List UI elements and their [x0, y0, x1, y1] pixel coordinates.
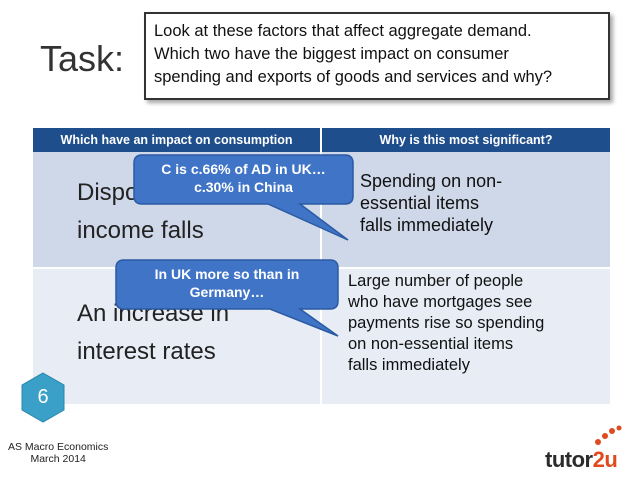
callout-line: c.30% in China [194, 179, 293, 195]
task-prompt-line: Look at these factors that affect aggreg… [154, 22, 532, 40]
reason-cell: Spending on non- essential items falls i… [321, 152, 610, 269]
reason-text: Spending on non- [360, 171, 503, 191]
factor-text: income falls [77, 217, 204, 244]
footer-line: AS Macro Economics [8, 441, 109, 453]
callout-text: C is c.66% of AD in UK… c.30% in China [134, 160, 353, 196]
task-prompt-line: Which two have the biggest impact on con… [154, 45, 509, 63]
reason-text: falls immediately [360, 215, 494, 235]
reason-text: payments rise so spending [348, 314, 545, 332]
header-impact: Which have an impact on consumption [33, 128, 322, 152]
logo-dots-icon [595, 425, 622, 445]
task-prompt-line: spending and exports of goods and servic… [154, 68, 553, 86]
footer-course: AS Macro Economics March 2014 [8, 441, 108, 465]
reason-text: falls immediately [348, 356, 470, 374]
logo-accent-text: 2u [592, 447, 618, 472]
task-title: Task: [40, 38, 125, 79]
footer-line: March 2014 [30, 453, 86, 465]
callout-line: In UK more so than in [154, 266, 300, 282]
task-prompt-box: Look at these factors that affect aggreg… [144, 12, 610, 100]
callout-line: C is c.66% of AD in UK… [161, 161, 326, 177]
reason-cell: Large number of people who have mortgage… [321, 268, 610, 404]
reason-text: Large number of people [348, 272, 524, 290]
callout-line: Germany… [189, 284, 265, 300]
callout-text: In UK more so than in Germany… [116, 265, 338, 301]
reason-text: on non-essential items [348, 335, 514, 353]
logo-text: tutor [545, 447, 593, 472]
tutor2u-logo: tutor2u [545, 447, 618, 473]
header-significance: Why is this most significant? [321, 128, 610, 152]
reason-text: essential items [360, 193, 480, 213]
table-header-row: Which have an impact on consumption Why … [33, 128, 610, 152]
reason-text: who have mortgages see [348, 293, 533, 311]
factor-text: interest rates [77, 338, 216, 365]
badge-number: 6 [37, 386, 49, 408]
